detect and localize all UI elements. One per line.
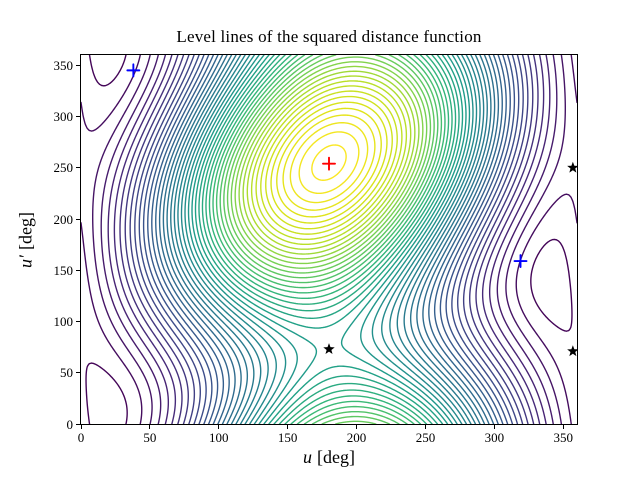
y-tick	[76, 321, 80, 322]
y-axis-label-variable: u′	[15, 255, 36, 268]
y-tick-label: 300	[53, 109, 74, 124]
x-tick-label: 300	[484, 430, 505, 445]
y-tick-label: 150	[53, 262, 74, 278]
x-tick	[149, 425, 151, 429]
x-tick	[218, 425, 220, 429]
y-tick	[76, 269, 80, 271]
chart-title: Level lines of the squared distance func…	[176, 27, 482, 46]
y-tick	[76, 218, 80, 220]
x-tick	[493, 425, 495, 429]
y-tick	[76, 372, 80, 374]
x-tick-label: 350	[553, 430, 573, 445]
y-tick-label: 50	[60, 365, 73, 381]
y-tick-label: 200	[53, 211, 74, 227]
x-tick	[356, 425, 358, 429]
x-tick-label: 100	[209, 430, 229, 445]
contour-canvas	[81, 55, 577, 424]
x-tick-label: 200	[346, 430, 367, 445]
x-tick	[80, 425, 82, 429]
y-tick	[76, 167, 80, 169]
x-tick	[562, 425, 564, 429]
x-tick-label: 0	[77, 430, 85, 445]
y-tick-label: 350	[53, 57, 74, 73]
y-tick	[76, 64, 80, 66]
x-axis-label-variable: u	[303, 447, 312, 467]
y-tick-label: 250	[53, 160, 74, 176]
x-tick-label: 250	[415, 430, 436, 445]
x-tick	[424, 425, 426, 429]
y-tick-label: 0	[66, 416, 74, 432]
x-axis-label-unit: [deg]	[317, 447, 355, 467]
x-tick-label: 50	[143, 430, 157, 445]
x-tick-label: 150	[277, 430, 298, 445]
y-tick-label: 100	[53, 314, 74, 329]
x-axis-label: u [deg]	[81, 447, 577, 468]
y-tick	[76, 423, 80, 425]
x-tick	[287, 425, 289, 429]
y-tick	[76, 116, 80, 117]
y-axis-label: u′ [deg]	[16, 212, 37, 268]
y-axis-label-unit: [deg]	[15, 212, 36, 251]
